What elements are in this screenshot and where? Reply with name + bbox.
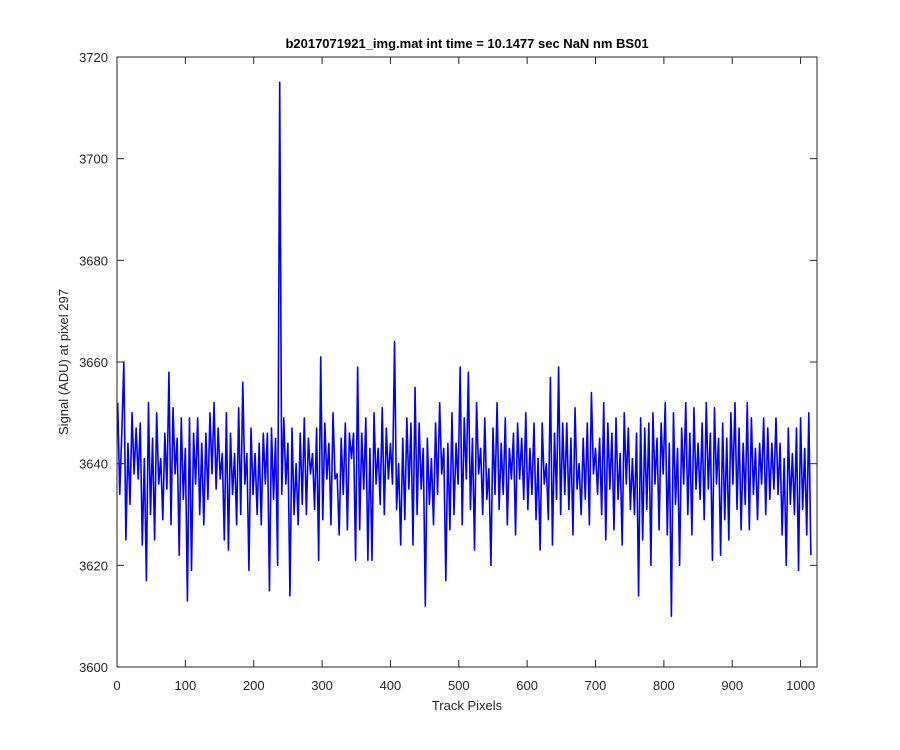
y-tick-label: 3680 — [79, 253, 108, 268]
x-tick-label: 900 — [721, 678, 743, 693]
x-axis-label: Track Pixels — [432, 698, 503, 713]
axes-box — [116, 56, 818, 668]
y-tick-label: 3640 — [79, 457, 108, 472]
x-tick-label: 100 — [175, 678, 197, 693]
y-tick-label: 3620 — [79, 558, 108, 573]
x-tick-label: 0 — [113, 678, 120, 693]
y-axis-label: Signal (ADU) at pixel 297 — [56, 289, 71, 435]
x-tick-label: 1000 — [786, 678, 815, 693]
y-tick-label: 3720 — [79, 50, 108, 65]
x-tick-label: 200 — [243, 678, 265, 693]
x-tick-label: 600 — [516, 678, 538, 693]
x-tick-label: 400 — [380, 678, 402, 693]
x-tick-label: 800 — [653, 678, 675, 693]
chart-title: b2017071921_img.mat int time = 10.1477 s… — [285, 36, 648, 51]
x-tick-label: 300 — [311, 678, 333, 693]
y-tick-label: 3660 — [79, 355, 108, 370]
plot-area — [117, 57, 817, 667]
series-line-0 — [116, 81, 812, 617]
y-tick-label: 3700 — [79, 152, 108, 167]
y-tick-label: 3600 — [79, 660, 108, 675]
x-tick-label: 700 — [585, 678, 607, 693]
x-tick-label: 500 — [448, 678, 470, 693]
